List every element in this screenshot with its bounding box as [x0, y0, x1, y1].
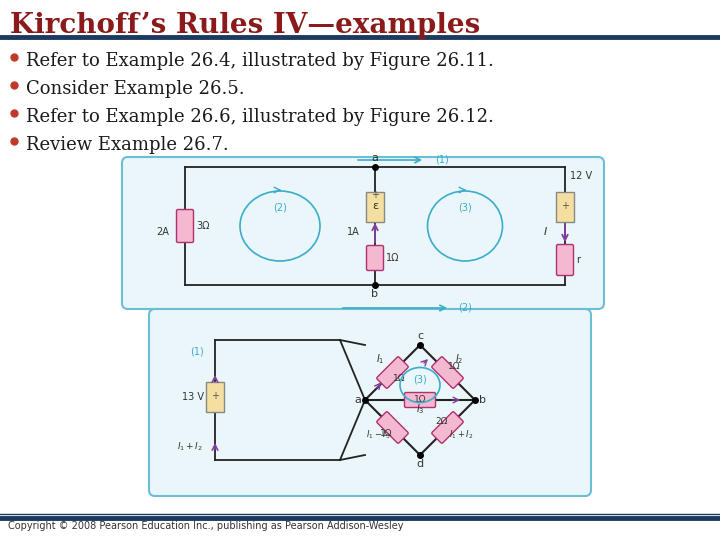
Text: 13 V: 13 V	[182, 392, 204, 402]
Text: ε: ε	[372, 201, 378, 211]
Text: +: +	[211, 391, 219, 401]
Text: Consider Example 26.5.: Consider Example 26.5.	[26, 80, 245, 98]
FancyBboxPatch shape	[377, 412, 408, 443]
Text: (1): (1)	[190, 347, 204, 357]
Text: $I_3$: $I_3$	[415, 402, 424, 416]
Text: $I_2$: $I_2$	[455, 353, 464, 366]
FancyBboxPatch shape	[176, 210, 194, 242]
Text: b: b	[479, 395, 486, 405]
Text: 1Ω: 1Ω	[414, 395, 426, 404]
Text: a: a	[372, 153, 379, 163]
Text: 3Ω: 3Ω	[196, 221, 210, 231]
Text: 2A: 2A	[156, 227, 169, 237]
FancyBboxPatch shape	[556, 192, 574, 222]
Text: a: a	[354, 395, 361, 405]
Text: $I_1−I_3$: $I_1−I_3$	[366, 429, 391, 441]
FancyBboxPatch shape	[122, 157, 604, 309]
Text: 1Ω: 1Ω	[392, 374, 405, 383]
FancyBboxPatch shape	[377, 357, 408, 388]
FancyBboxPatch shape	[557, 245, 574, 275]
Text: (2): (2)	[273, 202, 287, 212]
Text: 1Ω: 1Ω	[386, 253, 400, 263]
Text: $I_1+I_2$: $I_1+I_2$	[449, 429, 474, 441]
Text: (2): (2)	[458, 302, 472, 312]
Text: d: d	[416, 459, 423, 469]
Text: +: +	[371, 190, 379, 200]
FancyBboxPatch shape	[405, 393, 436, 408]
FancyBboxPatch shape	[206, 382, 224, 412]
Text: 1Ω: 1Ω	[380, 429, 392, 438]
Text: Copyright © 2008 Pearson Education Inc., publishing as Pearson Addison-Wesley: Copyright © 2008 Pearson Education Inc.,…	[8, 521, 403, 531]
Text: (1): (1)	[435, 154, 449, 164]
Text: Refer to Example 26.6, illustrated by Figure 26.12.: Refer to Example 26.6, illustrated by Fi…	[26, 108, 494, 126]
Text: 1Ω: 1Ω	[448, 362, 460, 370]
FancyBboxPatch shape	[432, 357, 463, 388]
Text: Review Example 26.7.: Review Example 26.7.	[26, 136, 229, 154]
Text: 1A: 1A	[346, 227, 359, 237]
Text: b: b	[372, 289, 379, 299]
FancyBboxPatch shape	[149, 309, 591, 496]
Text: I: I	[544, 227, 546, 237]
Text: 2Ω: 2Ω	[435, 417, 447, 426]
Text: Kirchoff’s Rules IV—examples: Kirchoff’s Rules IV—examples	[10, 12, 480, 39]
FancyBboxPatch shape	[366, 246, 384, 271]
Text: (3): (3)	[458, 202, 472, 212]
Text: $I_1+I_2$: $I_1+I_2$	[177, 441, 203, 453]
Text: 12 V: 12 V	[570, 171, 592, 181]
Text: (3): (3)	[413, 375, 427, 385]
FancyBboxPatch shape	[432, 412, 463, 443]
FancyBboxPatch shape	[366, 192, 384, 222]
Text: c: c	[417, 331, 423, 341]
Text: r: r	[576, 255, 580, 265]
Text: $I_1$: $I_1$	[377, 353, 384, 366]
Text: +: +	[561, 201, 569, 211]
Text: Refer to Example 26.4, illustrated by Figure 26.11.: Refer to Example 26.4, illustrated by Fi…	[26, 52, 494, 70]
